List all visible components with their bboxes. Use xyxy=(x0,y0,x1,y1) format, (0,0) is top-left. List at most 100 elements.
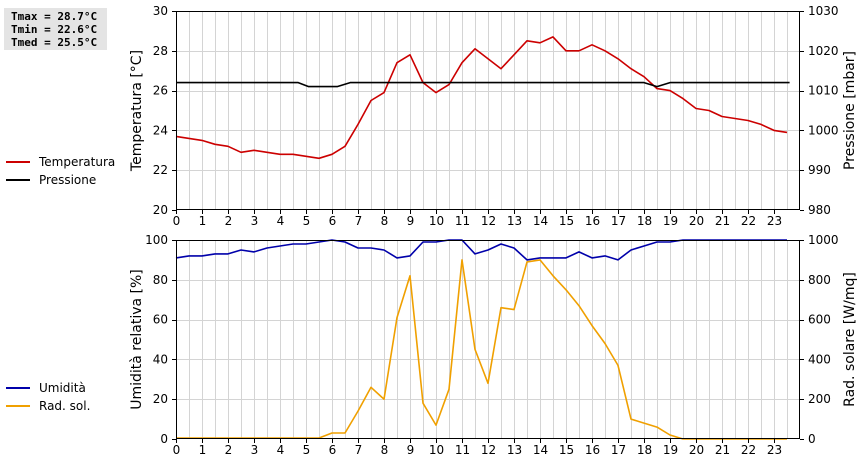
x-tick-label: 13 xyxy=(507,443,522,457)
chart-panel-1: 0 1 2 3 4 5 6 7 8 9 10 11 12 13 14 15 16 17 18 19 20 21 22 2302… xyxy=(129,233,858,457)
y2-tick-label: 200 xyxy=(808,392,831,406)
x-tick-label: 2 xyxy=(225,214,233,228)
legend-item-pressione: Pressione xyxy=(6,171,115,189)
y2-tick-label: 1000 xyxy=(808,123,839,137)
x-tick-label: 23 xyxy=(767,214,782,228)
y-tick-label: 30 xyxy=(153,4,168,18)
y-axis-title: Temperatura [°C] xyxy=(129,50,145,172)
x-tick-label: 1 xyxy=(199,443,207,457)
y-tick-label: 20 xyxy=(153,392,168,406)
y-tick-label: 26 xyxy=(153,84,168,98)
x-tick-label: 17 xyxy=(611,443,626,457)
x-tick-label: 7 xyxy=(355,214,363,228)
y2-axis-title: Rad. solare [W/mq] xyxy=(842,272,858,407)
y-tick-label: 24 xyxy=(153,123,168,137)
legend-bottom: Umidità Rad. sol. xyxy=(6,379,90,415)
x-tick-label: 0 xyxy=(173,443,181,457)
x-tick-label: 6 xyxy=(329,443,337,457)
x-tick-label: 18 xyxy=(637,214,652,228)
y2-tick-label: 1010 xyxy=(808,84,839,98)
plot-frame xyxy=(176,240,800,439)
legend-swatch-temperatura xyxy=(6,161,30,163)
legend-swatch-rad-sol xyxy=(6,405,30,407)
y-tick-label: 60 xyxy=(153,313,168,327)
y2-axis-title: Pressione [mbar] xyxy=(842,51,858,170)
x-tick-label: 11 xyxy=(455,443,470,457)
x-tick-label: 21 xyxy=(715,443,730,457)
y2-tick-label: 1030 xyxy=(808,4,839,18)
x-tick-label: 1 xyxy=(199,214,207,228)
y2-tick-label: 1000 xyxy=(808,233,839,247)
y-tick-label: 100 xyxy=(145,233,168,247)
y-tick-label: 40 xyxy=(153,352,168,366)
legend-item-temperatura: Temperatura xyxy=(6,153,115,171)
plot-frame xyxy=(176,11,800,210)
y-tick-label: 20 xyxy=(153,203,168,217)
x-tick-label: 17 xyxy=(611,214,626,228)
y-tick-label: 28 xyxy=(153,44,168,58)
x-tick-label: 14 xyxy=(533,214,548,228)
legend-label-umidita: Umidità xyxy=(39,381,86,395)
stats-box: Tmax = 28.7°C Tmin = 22.6°C Tmed = 25.5°… xyxy=(4,8,107,50)
x-tick-label: 15 xyxy=(559,443,574,457)
x-tick-label: 16 xyxy=(585,443,600,457)
legend-top: Temperatura Pressione xyxy=(6,153,115,189)
x-tick-label: 11 xyxy=(455,214,470,228)
y-axis-title: Umidità relativa [%] xyxy=(129,269,145,410)
legend-item-rad-sol: Rad. sol. xyxy=(6,397,90,415)
x-tick-label: 7 xyxy=(355,443,363,457)
x-tick-label: 14 xyxy=(533,443,548,457)
legend-swatch-umidita xyxy=(6,387,30,389)
x-tick-label: 3 xyxy=(251,443,259,457)
stats-tmax: Tmax = 28.7°C xyxy=(11,10,98,23)
x-tick-label: 22 xyxy=(741,443,756,457)
y2-tick-label: 1020 xyxy=(808,44,839,58)
legend-swatch-pressione xyxy=(6,179,30,181)
x-tick-label: 20 xyxy=(689,443,704,457)
legend-label-rad-sol: Rad. sol. xyxy=(39,399,91,413)
x-tick-label: 4 xyxy=(277,214,285,228)
x-tick-label: 3 xyxy=(251,214,259,228)
x-tick-label: 10 xyxy=(429,214,444,228)
legend-label-pressione: Pressione xyxy=(39,173,97,187)
x-tick-label: 13 xyxy=(507,214,522,228)
x-tick-label: 15 xyxy=(559,214,574,228)
y-tick-label: 0 xyxy=(160,432,168,446)
x-tick-label: 8 xyxy=(381,214,389,228)
x-tick-label: 5 xyxy=(303,214,311,228)
y-tick-label: 22 xyxy=(153,163,168,177)
chart-panel-0: 0 1 2 3 4 5 6 7 8 9 10 11 12 13 14 15 16 17 18 19 20 21 22 2320… xyxy=(129,4,858,228)
x-tick-label: 9 xyxy=(407,443,415,457)
y2-tick-label: 600 xyxy=(808,313,831,327)
legend-item-umidita: Umidità xyxy=(6,379,90,397)
x-tick-label: 16 xyxy=(585,214,600,228)
x-tick-label: 8 xyxy=(381,443,389,457)
x-tick-label: 18 xyxy=(637,443,652,457)
y2-tick-label: 990 xyxy=(808,163,831,177)
x-tick-label: 10 xyxy=(429,443,444,457)
series-line-temperatura xyxy=(175,36,788,160)
x-tick-label: 23 xyxy=(767,443,782,457)
y-tick-label: 80 xyxy=(153,273,168,287)
y2-tick-label: 980 xyxy=(808,203,831,217)
x-tick-label: 6 xyxy=(329,214,337,228)
x-tick-label: 5 xyxy=(303,443,311,457)
x-tick-label: 12 xyxy=(481,443,496,457)
stats-tmed: Tmed = 25.5°C xyxy=(11,36,98,49)
x-tick-label: 4 xyxy=(277,443,285,457)
x-tick-label: 19 xyxy=(663,214,678,228)
x-tick-label: 21 xyxy=(715,214,730,228)
series-line-pressione xyxy=(176,81,790,88)
x-tick-label: 2 xyxy=(225,443,233,457)
y2-tick-label: 400 xyxy=(808,352,831,366)
x-tick-label: 0 xyxy=(173,214,181,228)
x-tick-label: 20 xyxy=(689,214,704,228)
x-tick-label: 9 xyxy=(407,214,415,228)
stats-tmin: Tmin = 22.6°C xyxy=(11,23,98,36)
x-tick-label: 19 xyxy=(663,443,678,457)
y2-tick-label: 800 xyxy=(808,273,831,287)
y2-tick-label: 0 xyxy=(808,432,816,446)
legend-label-temperatura: Temperatura xyxy=(39,155,116,169)
x-tick-label: 12 xyxy=(481,214,496,228)
